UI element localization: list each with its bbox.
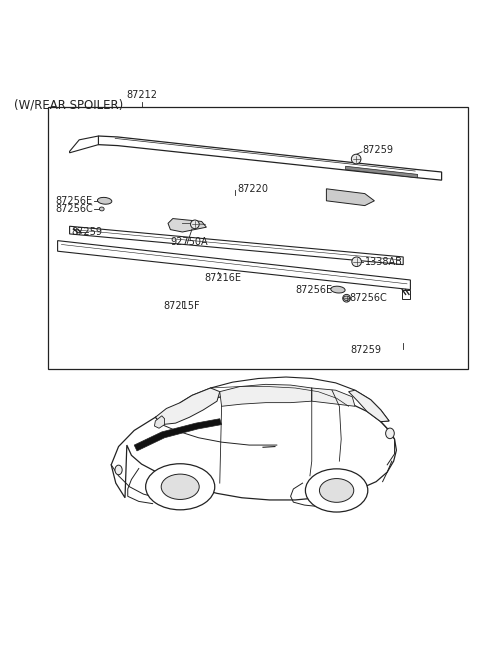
- Text: 92750A: 92750A: [170, 237, 208, 247]
- Ellipse shape: [331, 286, 345, 293]
- Text: 87259: 87259: [350, 344, 382, 355]
- Polygon shape: [111, 392, 396, 500]
- Text: 87256C: 87256C: [55, 204, 93, 214]
- Polygon shape: [168, 218, 206, 232]
- Ellipse shape: [344, 296, 349, 300]
- Ellipse shape: [115, 465, 122, 475]
- Ellipse shape: [97, 197, 112, 204]
- Polygon shape: [312, 388, 355, 406]
- Text: 1338AB: 1338AB: [365, 256, 403, 267]
- Ellipse shape: [385, 428, 394, 439]
- Text: 87256E: 87256E: [295, 285, 332, 295]
- Text: 87212: 87212: [126, 90, 157, 100]
- Circle shape: [352, 257, 361, 266]
- Polygon shape: [58, 241, 410, 289]
- Text: 87256C: 87256C: [349, 293, 387, 303]
- Text: 87259: 87259: [71, 227, 102, 237]
- Polygon shape: [346, 166, 418, 178]
- Text: 87216E: 87216E: [204, 273, 241, 283]
- Text: 87256E: 87256E: [55, 195, 92, 206]
- Polygon shape: [98, 136, 442, 180]
- Text: 87215F: 87215F: [163, 301, 200, 312]
- Ellipse shape: [145, 464, 215, 510]
- Text: 87220: 87220: [238, 184, 269, 194]
- Circle shape: [191, 220, 199, 229]
- Ellipse shape: [305, 469, 368, 512]
- Polygon shape: [220, 384, 312, 406]
- Polygon shape: [156, 388, 220, 424]
- Text: (W/REAR SPOILER): (W/REAR SPOILER): [14, 98, 124, 112]
- Polygon shape: [70, 226, 403, 264]
- Polygon shape: [134, 419, 222, 451]
- Polygon shape: [326, 189, 374, 205]
- Bar: [48, 107, 468, 369]
- Ellipse shape: [99, 207, 104, 211]
- Polygon shape: [348, 390, 389, 422]
- Polygon shape: [70, 136, 98, 153]
- Polygon shape: [402, 289, 410, 299]
- Circle shape: [351, 154, 361, 164]
- Circle shape: [343, 295, 350, 302]
- Polygon shape: [155, 416, 165, 428]
- Ellipse shape: [320, 479, 354, 502]
- Text: 87259: 87259: [362, 146, 394, 155]
- Ellipse shape: [161, 474, 199, 499]
